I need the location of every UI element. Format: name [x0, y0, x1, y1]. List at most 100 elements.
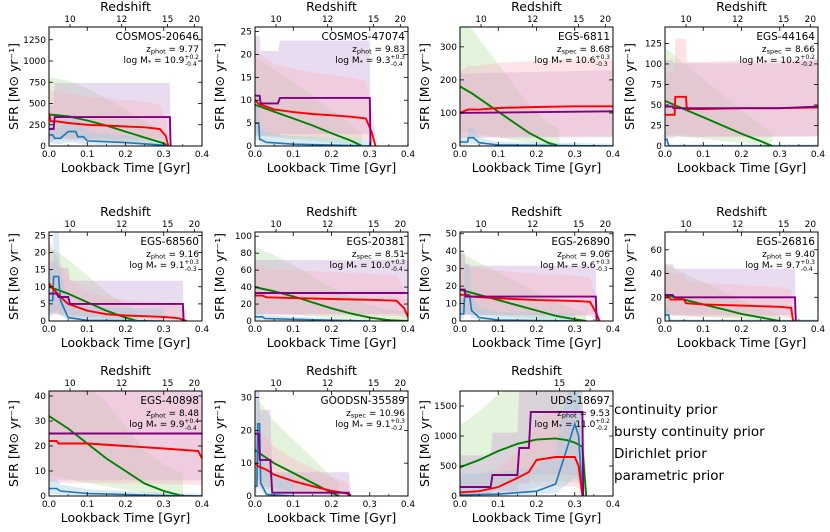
y-tick-label: 0: [656, 142, 662, 152]
y-tick-label: 500: [440, 462, 457, 472]
plot-area: [49, 391, 202, 496]
x-tick-label: 0.1: [491, 150, 505, 160]
mass-label: log M* = 10.9+0.2 -0.4: [124, 54, 200, 68]
x-tick-label: 0.1: [80, 325, 94, 335]
redshift-label: zphot = 9.16: [146, 250, 199, 261]
y-tick-label: 500: [29, 100, 46, 110]
x-tick-label: 0.4: [606, 150, 621, 160]
y-tick-label: 0: [40, 492, 46, 502]
x-tick-label: 0.2: [734, 150, 748, 160]
x-tick-label: 0.1: [80, 500, 94, 510]
band-continuity: [460, 411, 583, 496]
y-tick-label: 50: [446, 230, 458, 240]
z-tick-label: 12: [322, 15, 333, 25]
panel-egs-26816: 0.0 0.1 0.2 0.3 0.4 0 20 40 60 10 12 15 20 Redshift Lo…: [622, 204, 825, 350]
band-continuity: [49, 391, 202, 487]
x-axis-title: Lookback Time [Gyr]: [677, 160, 807, 175]
x-tick-label: 0.0: [658, 325, 673, 335]
y-tick-label: 20: [241, 300, 253, 310]
band-dirichlet: [460, 70, 613, 138]
top-axis-title: Redshift: [511, 0, 562, 14]
x-tick-label: 0.2: [529, 325, 543, 335]
line-continuity: [460, 293, 601, 321]
plot-area: [460, 27, 613, 146]
y-tick-label: 0: [451, 317, 457, 327]
x-tick-label: 0.1: [286, 500, 300, 510]
plot-area: [49, 75, 172, 146]
z-tick-label: 10: [270, 379, 282, 389]
x-tick-label: 0.2: [324, 500, 338, 510]
redshift-label: zphot = 9.53: [557, 409, 610, 420]
galaxy-name: UDS-18697: [550, 395, 610, 407]
redshift-label: zphot = 9.77: [146, 45, 199, 56]
z-tick-label: 15: [573, 15, 584, 25]
line-bursty: [49, 130, 169, 146]
x-axis-title: Lookback Time [Gyr]: [267, 510, 397, 525]
x-tick-label: 0.1: [80, 150, 94, 160]
x-tick-label: 0.3: [363, 325, 377, 335]
z-tick-label: 20: [395, 220, 407, 230]
band-dirichlet: [49, 261, 184, 321]
top-axis-title: Redshift: [100, 204, 151, 219]
x-axis-title: Lookback Time [Gyr]: [677, 335, 807, 350]
z-tick-label: 10: [475, 220, 487, 230]
band-parametric: [49, 77, 168, 146]
mass-label: log M* = 9.7+0.3 -0.4: [745, 259, 815, 273]
z-tick-label: 15: [368, 379, 379, 389]
z-tick-label: 12: [527, 220, 538, 230]
z-tick-label: 10: [475, 15, 487, 25]
galaxy-name: GOODSN-35589: [321, 395, 405, 407]
x-tick-label: 0.2: [118, 500, 132, 510]
x-tick-label: 0.1: [696, 325, 710, 335]
x-tick-label: 0.2: [118, 150, 132, 160]
z-tick-label: 10: [64, 220, 76, 230]
y-tick-label: 25: [241, 28, 252, 38]
redshift-label: zspec = 8.66: [762, 45, 815, 56]
x-tick-label: 0.2: [529, 150, 543, 160]
band-continuity: [665, 38, 818, 139]
galaxy-name: EGS-68560: [140, 236, 199, 248]
panel-egs-44164: 0.0 0.1 0.2 0.3 0.4 0 25 50 75 100 125 10 12 15 20 Reds…: [622, 0, 825, 175]
line-dirichlet: [460, 110, 613, 114]
y-tick-label: 80: [241, 249, 253, 259]
band-bursty: [460, 263, 575, 321]
z-tick-label: 10: [64, 15, 76, 25]
y-tick-label: 10: [446, 300, 458, 310]
y-tick-label: 15: [35, 266, 46, 276]
y-tick-label: 20: [446, 282, 458, 292]
mass-label: log M* = 9.1+0.3 -0.3: [129, 259, 199, 273]
z-tick-label: 20: [189, 15, 201, 25]
x-tick-label: 0.3: [157, 150, 171, 160]
z-tick-label: 12: [116, 379, 127, 389]
band-parametric: [665, 47, 773, 146]
y-axis-title: SFR [M⊙ yr⁻¹]: [417, 400, 432, 487]
y-axis-title: SFR [M⊙ yr⁻¹]: [622, 43, 637, 130]
redshift-label: zspec = 8.68: [557, 45, 610, 56]
panel-egs-40898: 0.0 0.1 0.2 0.3 0.4 0 10 20 30 40 10 12 15 20 Redshift…: [6, 363, 209, 525]
band-parametric: [460, 252, 587, 321]
redshift-label: zspec = 10.96: [346, 409, 405, 420]
x-tick-label: 0.2: [734, 325, 748, 335]
redshift-label: zspec = 8.51: [352, 250, 405, 261]
panel-egs-68560: 0.0 0.1 0.2 0.3 0.4 0 5 10 15 20 25 10 12 15 20 Redshif…: [6, 204, 209, 350]
y-axis-title: SFR [M⊙ yr⁻¹]: [212, 43, 227, 130]
y-tick-label: 10: [35, 467, 47, 477]
line-dirichlet: [665, 105, 818, 110]
y-axis-title: SFR [M⊙ yr⁻¹]: [212, 233, 227, 320]
z-tick-label: 20: [189, 220, 201, 230]
y-tick-label: 25: [651, 121, 662, 131]
band-dirichlet: [255, 391, 350, 496]
band-bursty: [460, 128, 613, 146]
x-tick-label: 0.3: [568, 325, 582, 335]
galaxy-name: COSMOS-47074: [322, 31, 406, 43]
z-tick-label: 20: [189, 379, 201, 389]
band-continuity: [460, 263, 600, 321]
z-tick-label: 15: [368, 15, 379, 25]
y-axis-title: SFR [M⊙ yr⁻¹]: [6, 43, 21, 130]
y-tick-label: 0: [451, 492, 457, 502]
galaxy-name: EGS-44164: [756, 31, 815, 43]
line-continuity: [255, 99, 377, 146]
band-parametric: [255, 247, 408, 321]
y-tick-label: 300: [440, 43, 457, 53]
